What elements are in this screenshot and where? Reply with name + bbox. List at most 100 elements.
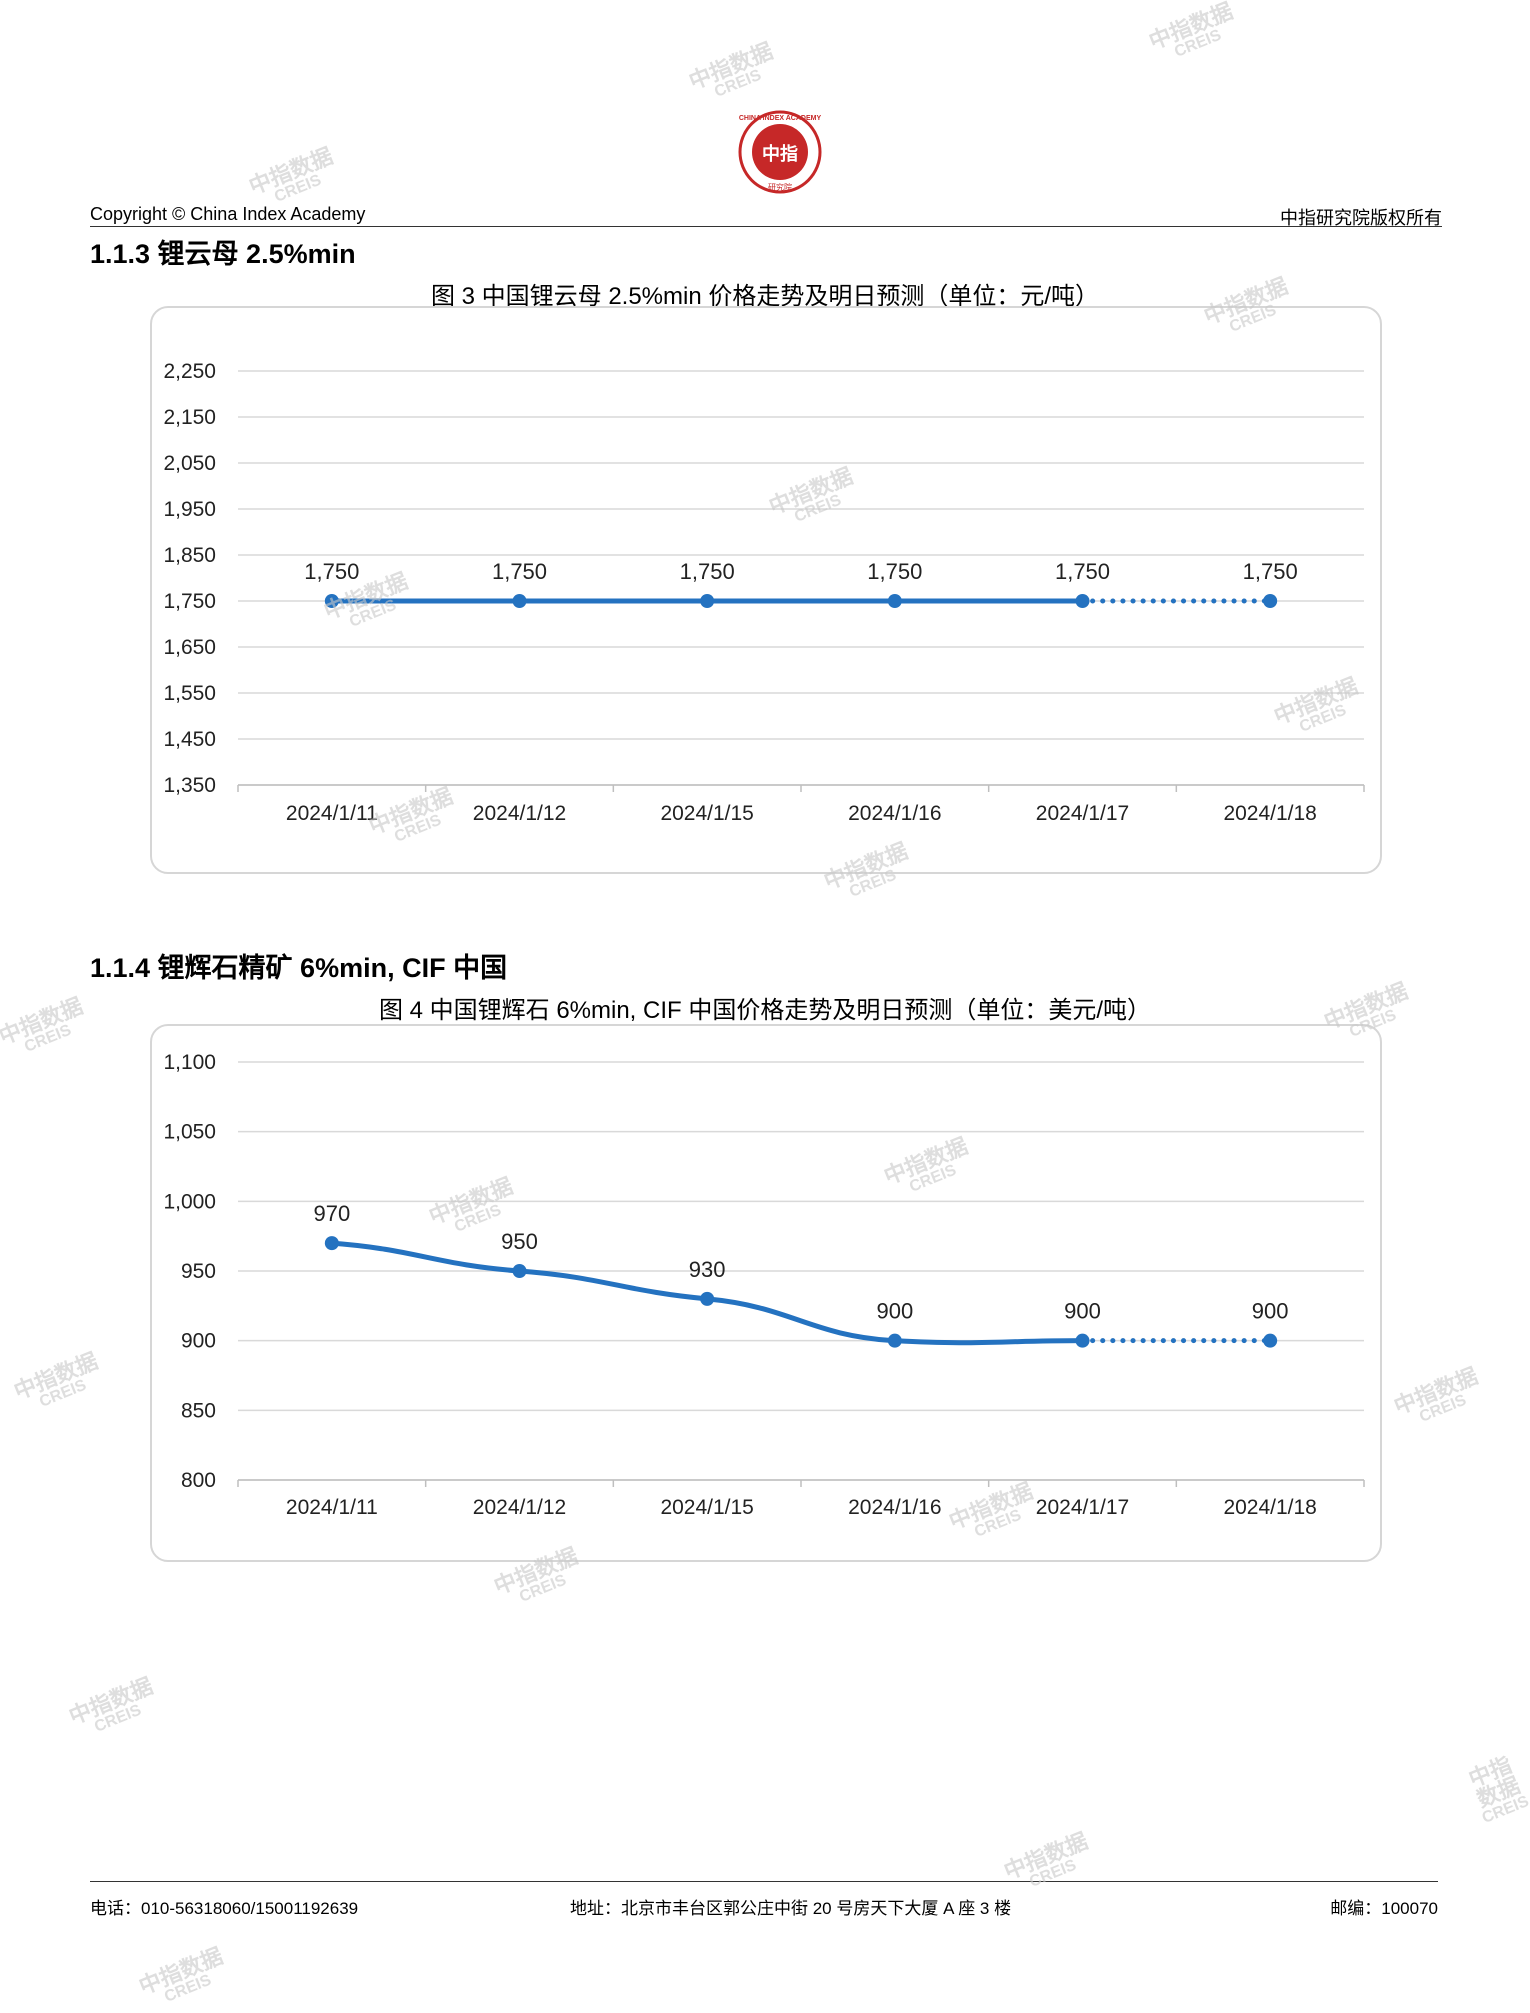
data-label: 1,750 xyxy=(867,559,922,584)
x-tick-label: 2024/1/11 xyxy=(286,802,378,825)
y-tick-label: 1,050 xyxy=(163,1121,216,1144)
x-tick-label: 2024/1/15 xyxy=(660,1496,753,1519)
x-tick-label: 2024/1/18 xyxy=(1223,1496,1316,1519)
data-label: 1,750 xyxy=(492,559,547,584)
watermark: 中指数据 CREIS xyxy=(245,143,342,213)
watermark: 中指数据 CREIS xyxy=(65,1673,162,1743)
chart-3-frame: 1,350 1,450 1,550 1,650 1,750 1,850 1,950 2,050… xyxy=(150,306,1382,874)
watermark: 中指数据 CREIS xyxy=(1390,1363,1487,1433)
y-tick-label: 1,550 xyxy=(163,682,216,705)
logo-bottom-text: 研究院 xyxy=(768,182,792,192)
chart-title-3: 图 3 中国锂云母 2.5%min 价格走势及明日预测（单位：元/吨） xyxy=(430,283,1100,310)
data-point xyxy=(512,1264,527,1278)
watermark-text: 中指数据 xyxy=(135,1943,227,2000)
watermark-subtext: CREIS xyxy=(1027,1856,1079,1891)
china-index-academy-logo: CHINA INDEX ACADEMY 中指 研究院 xyxy=(738,110,822,194)
header-divider xyxy=(90,226,1442,227)
y-tick-label: 850 xyxy=(181,1399,216,1422)
y-tick-label: 2,050 xyxy=(163,452,216,475)
data-point xyxy=(1075,1333,1090,1348)
chart-3-svg: 1,350 1,450 1,550 1,650 1,750 1,850 1,950 2,050… xyxy=(163,360,1365,825)
watermark: 中指数据 CREIS xyxy=(685,38,782,108)
watermark-text: 中指数据 xyxy=(10,1348,102,1405)
data-label: 1,750 xyxy=(1243,559,1298,584)
y-tick-label: 1,350 xyxy=(163,774,216,797)
y-tick-label: 800 xyxy=(181,1469,216,1492)
watermark-text: 中指数据 xyxy=(1000,1828,1092,1885)
watermark-subtext: CREIS xyxy=(517,1571,569,1606)
data-point xyxy=(324,1236,339,1251)
y-tick-label: 1,950 xyxy=(163,498,216,521)
data-label: 970 xyxy=(313,1201,350,1226)
data-point xyxy=(1263,1333,1278,1348)
data-point xyxy=(700,594,715,608)
x-tick-label: 2024/1/16 xyxy=(848,802,941,825)
watermark: 中指数据 CREIS xyxy=(1456,1750,1530,1830)
watermark: 中指数据 CREIS xyxy=(1000,1828,1097,1898)
data-label: 900 xyxy=(1252,1299,1289,1324)
chart-4-svg: 800 850 900 950 1,000 1,050 1,100 2024/1/11 2024… xyxy=(163,1051,1365,1519)
data-point xyxy=(887,1333,902,1348)
data-label: 900 xyxy=(1064,1299,1101,1324)
section-title-lepidolite: 1.1.3 锂云母 2.5%min xyxy=(90,239,356,269)
watermark-text: 中指数据 xyxy=(1465,1752,1524,1813)
watermark-text: 中指数据 xyxy=(1145,0,1237,55)
y-tick-label: 1,100 xyxy=(163,1051,216,1074)
x-tick-label: 2024/1/18 xyxy=(1223,802,1316,825)
watermark: 中指数据 CREIS xyxy=(1145,0,1242,68)
chart-4-frame: 800 850 900 950 1,000 1,050 1,100 2024/1/11 2024… xyxy=(150,1024,1382,1562)
x-tick-label: 2024/1/15 xyxy=(660,802,753,825)
data-point xyxy=(1263,594,1278,608)
watermark-text: 中指数据 xyxy=(1390,1363,1482,1420)
y-tick-label: 1,450 xyxy=(163,728,216,751)
watermark-subtext: CREIS xyxy=(1172,26,1224,61)
watermark-subtext: CREIS xyxy=(37,1376,89,1411)
watermark-text: 中指数据 xyxy=(65,1673,157,1730)
y-tick-label: 1,850 xyxy=(163,544,216,567)
y-tick-label: 1,000 xyxy=(163,1190,216,1213)
data-point xyxy=(887,594,902,608)
watermark-subtext: CREIS xyxy=(712,66,764,101)
y-tick-label: 950 xyxy=(181,1260,216,1283)
footer-postcode: 邮编：100070 xyxy=(1330,1899,1438,1918)
data-label: 900 xyxy=(876,1299,913,1324)
watermark-subtext: CREIS xyxy=(1417,1391,1469,1426)
chart-0-content: 1,350 1,450 1,550 1,650 1,750 1,850 1,950 2,050… xyxy=(163,360,1365,825)
data-label: 930 xyxy=(689,1257,726,1282)
copyright-text: Copyright © China Index Academy xyxy=(90,204,366,224)
chart-1-content: 800 850 900 950 1,000 1,050 1,100 2024/1/11 2024… xyxy=(163,1051,1365,1519)
x-tick-label: 2024/1/17 xyxy=(1036,1496,1129,1519)
watermark-subtext: CREIS xyxy=(162,1971,214,2006)
watermark: 中指数据 CREIS xyxy=(135,1943,232,2013)
data-point xyxy=(700,1291,715,1306)
data-point xyxy=(324,594,339,608)
data-label: 950 xyxy=(501,1229,538,1254)
watermark-subtext: CREIS xyxy=(1479,1792,1530,1827)
footer-address: 地址：北京市丰台区郭公庄中街 20 号房天下大厦 A 座 3 楼 xyxy=(570,1899,1012,1918)
data-point xyxy=(512,594,527,608)
logo-inner-text: 中指 xyxy=(762,143,798,165)
data-label: 1,750 xyxy=(304,559,359,584)
data-point xyxy=(1075,594,1090,608)
x-tick-label: 2024/1/17 xyxy=(1036,802,1129,825)
y-tick-label: 900 xyxy=(181,1330,216,1353)
chart-title-4: 图 4 中国锂辉石 6%min, CIF 中国价格走势及明日预测（单位：美元/吨… xyxy=(378,997,1152,1024)
y-tick-label: 1,650 xyxy=(163,636,216,659)
x-tick-label: 2024/1/12 xyxy=(473,1496,566,1519)
data-label: 1,750 xyxy=(680,559,735,584)
y-tick-label: 1,750 xyxy=(163,590,216,613)
section-title-spodumene: 1.1.4 锂辉石精矿 6%min, CIF 中国 xyxy=(90,953,508,983)
watermark-text: 中指数据 xyxy=(245,143,337,200)
logo-outer-text: CHINA INDEX ACADEMY xyxy=(739,115,822,122)
x-tick-label: 2024/1/16 xyxy=(848,1496,941,1519)
watermark-text: 中指数据 xyxy=(685,38,777,95)
x-tick-label: 2024/1/12 xyxy=(473,802,566,825)
footer-phone: 电话：010-56318060/15001192639 xyxy=(90,1899,359,1918)
watermark-subtext: CREIS xyxy=(92,1701,144,1736)
watermark: 中指数据 CREIS xyxy=(10,1348,107,1418)
footer-divider xyxy=(90,1881,1438,1882)
y-tick-label: 2,250 xyxy=(163,360,216,383)
rights-reserved-text: 中指研究院版权所有 xyxy=(1280,208,1442,229)
y-tick-label: 2,150 xyxy=(163,406,216,429)
x-tick-label: 2024/1/11 xyxy=(286,1496,378,1519)
